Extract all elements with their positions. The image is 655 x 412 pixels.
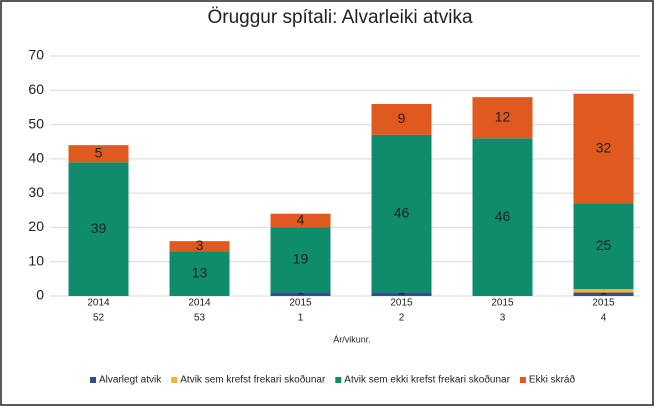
y-tick-label: 50 [28,115,44,131]
data-label: 5 [95,144,103,160]
data-label: 4 [297,211,305,227]
y-tick-label: 20 [28,218,44,234]
legend-label: Ekki skráð [529,374,576,386]
bar-segment [371,104,432,135]
legend-swatch [90,377,96,383]
data-label: 46 [394,204,410,220]
data-label: 13 [192,264,208,280]
data-label: 39 [91,220,107,236]
y-tick-label: 70 [28,47,44,63]
x-tick-label: 1 [298,313,304,324]
bar-segment [573,203,634,290]
x-tick-label: 2015 [289,298,312,309]
bar-segment [169,251,230,296]
bar-segment [68,145,129,163]
y-tick-label: 10 [28,252,44,268]
bar-segment [573,292,634,296]
legend-swatch [335,377,342,383]
legend-label: Alvarlegt atvik [99,375,162,386]
data-label: 25 [596,237,612,253]
bar-segment [270,213,331,228]
bar-segment [270,292,331,296]
x-tick-label: 2015 [491,298,514,309]
x-tick-label: 2015 [390,298,413,309]
y-tick-label: 0 [36,287,44,303]
x-tick-label: 2014 [87,298,110,309]
data-label: 9 [398,110,406,126]
data-label: 46 [495,208,511,224]
bar-segment [573,289,634,293]
data-label: 19 [293,251,309,267]
x-tick-label: 2 [399,313,405,324]
chart-title: Öruggur spítali: Alvarleiki atvika [207,7,472,28]
data-label: 12 [495,108,511,124]
legend-label: Atvik sem ekki krefst frekari skoðunar [344,374,510,386]
y-tick-label: 60 [28,81,44,97]
x-tick-label: 2014 [188,298,211,309]
bar-segment [371,134,432,293]
bar-segment [472,138,533,296]
data-label: 3 [196,237,204,253]
bar-segment [371,292,432,296]
x-tick-label: 52 [93,313,105,324]
y-tick-label: 40 [28,150,44,166]
x-tick-label: 2015 [592,298,615,309]
x-tick-label: 3 [500,313,506,324]
bar-segment [68,162,129,296]
x-tick-label: 53 [194,313,206,324]
x-axis-label: Ár/vikunr. [333,334,371,344]
x-tick-label: 4 [601,313,607,324]
bar-segment [573,93,634,204]
bar-segment [270,227,331,293]
bar-segment [472,97,533,139]
legend-swatch [171,377,178,383]
data-label: 32 [596,139,612,155]
legend-swatch [519,377,526,383]
legend-label: Atvik sem krefst frekari skoðunar [180,374,326,386]
y-tick-label: 30 [28,184,44,200]
bar-segment [169,241,230,252]
